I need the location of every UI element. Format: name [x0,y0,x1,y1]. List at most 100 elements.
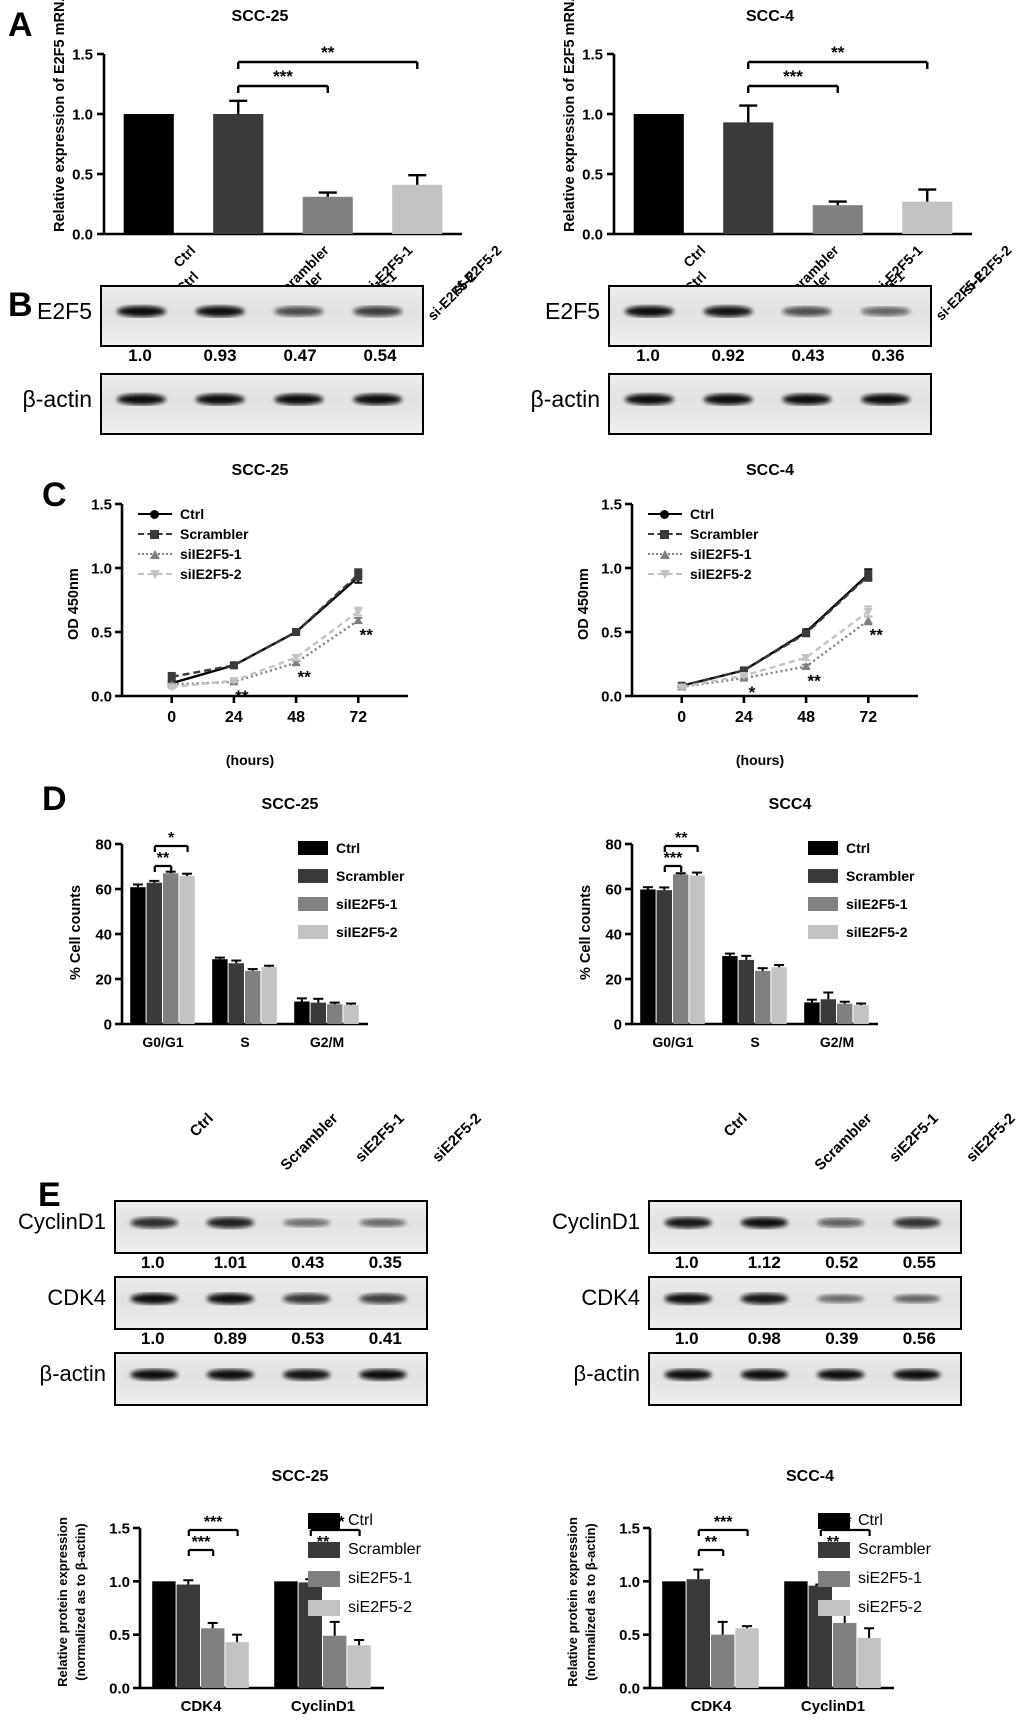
legend-label: Ctrl [180,506,205,522]
bar [771,967,787,1024]
legend-item: siIE2F5-2 [648,566,751,582]
legend-item: siIE2F5-1 [298,896,397,912]
y-tick-label: 1.5 [601,497,622,514]
blot-band [893,1217,941,1228]
significance-marker: ** [831,43,845,62]
blot-row-label: CyclinD1 [551,1209,640,1234]
blot-quantification-value: 1.0 [636,346,660,365]
y-tick-label: 1.0 [109,1574,130,1591]
significance-marker: *** [192,1534,211,1551]
legend-color-swatch [818,1513,850,1529]
bar [812,205,863,234]
significance-marker: *** [664,850,683,867]
y-tick-label: 20 [605,972,622,989]
blot-quantification-value: 0.35 [368,1253,402,1272]
y-tick-label: 1.5 [109,1521,130,1538]
panel-c-left-xlabel: (hours) [225,752,275,768]
bar [711,1634,735,1688]
legend-color-swatch [298,897,328,911]
bar [310,1002,326,1024]
bar [640,889,656,1024]
y-tick-label: 0.0 [72,227,93,244]
legend-item: Scrambler [308,1541,421,1559]
blot-band [861,393,911,405]
legend-item: Scrambler [298,868,404,884]
blot-band [130,1293,178,1305]
data-point-marker [739,666,748,675]
legend-marker [648,568,682,580]
x-tick-label: 24 [225,709,243,726]
legend-color-swatch [298,841,328,855]
legend-item: siE2F5-2 [818,1599,922,1617]
legend-item: siIE2F5-2 [808,924,907,940]
significance-marker: ** [297,668,311,687]
data-point-marker [801,654,811,663]
legend-color-swatch [818,1571,850,1587]
legend-label: siIE2F5-2 [180,566,242,582]
blot-band [130,1217,178,1229]
blot-band [206,1369,255,1381]
bar [722,956,738,1024]
panel-a-left-title: SCC-25 [231,8,289,25]
legend-item: Scrambler [818,1541,931,1559]
legend-marker [138,548,172,560]
y-tick-label: 1.5 [91,497,112,514]
bar [723,122,774,234]
blot-membrane [648,1352,962,1406]
x-category-label: G0/G1 [142,1034,183,1050]
blot-band [130,1369,178,1381]
blot-lane-label: Scrambler [277,1110,342,1174]
bar [152,1581,176,1688]
significance-marker: *** [783,67,803,86]
blot-quantification-value: 0.41 [368,1329,402,1348]
y-tick-label: 0.5 [109,1627,130,1644]
legend-label: siE2F5-1 [858,1570,923,1587]
significance-marker: *** [273,67,293,86]
y-tick-label: 1.5 [619,1521,640,1538]
panel-d-right-title: SCC4 [768,796,812,813]
x-tick-label: 72 [349,709,367,726]
legend-color-swatch [818,1600,850,1616]
blot-band [861,306,911,316]
legend-label: siIE2F5-1 [180,546,242,562]
blot-quantification-value: 0.36 [871,346,905,365]
blot-quantification-value: 1.0 [140,1253,165,1272]
blot-quantification-value: 1.0 [674,1329,699,1348]
blot-quantification-value: 0.53 [291,1329,325,1348]
legend-color-swatch [308,1600,340,1616]
legend-marker [648,508,682,520]
legend-label: siIE2F5-2 [846,924,908,940]
bar [656,890,672,1024]
blot-band [282,1369,331,1381]
legend-item: siIE2F5-1 [808,896,907,912]
bar [662,1581,686,1688]
y-tick-label: 0.5 [619,1627,640,1644]
blot-band [116,305,166,317]
blot-quantification-value: 1.12 [747,1253,781,1272]
blot-row-label: β-actin [573,1361,640,1386]
x-category-label: G0/G1 [652,1034,693,1050]
blot-lane-label: si-E2F5-2 [932,268,988,324]
legend-color-swatch [308,1571,340,1587]
blot-quantification-value: 0.93 [203,346,237,365]
legend-item: siE2F5-1 [308,1570,412,1588]
y-tick-label: 0.0 [619,1681,640,1698]
bar [176,1584,200,1688]
y-tick-label: 1.0 [582,107,603,124]
y-tick-label: 0.5 [72,167,93,184]
x-category-label: G2/M [310,1034,344,1050]
y-tick-label: 1.0 [72,107,93,124]
blot-band [893,1294,941,1303]
y-tick-label: 0.0 [601,689,622,706]
data-series-line [681,610,869,689]
significance-marker: *** [714,1514,733,1531]
data-series-line [681,573,870,687]
y-tick-label: 1.0 [601,561,622,578]
legend-label: siE2F5-1 [348,1570,413,1587]
panel-e-left-chart-title: SCC-25 [271,1468,329,1485]
data-point-marker [863,615,873,624]
bar [633,114,684,234]
blot-band [740,1217,789,1229]
bar [130,887,146,1024]
